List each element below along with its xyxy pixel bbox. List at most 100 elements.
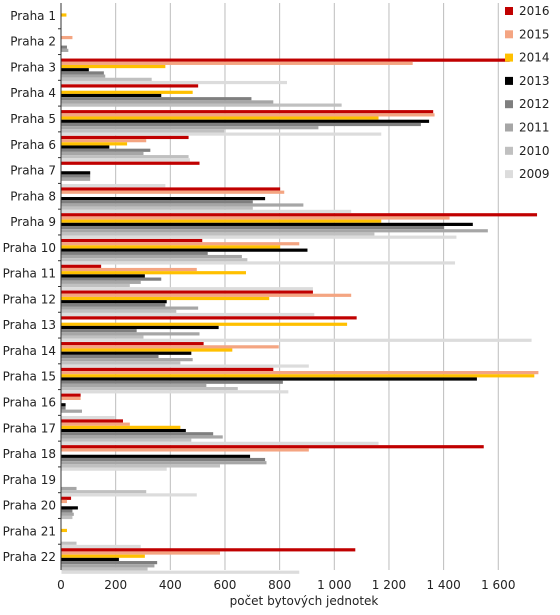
category-label: Praha 9 xyxy=(10,215,56,229)
bar xyxy=(61,158,190,162)
legend-swatch xyxy=(505,76,513,85)
bar xyxy=(61,126,319,130)
legend-swatch xyxy=(505,170,513,179)
bar xyxy=(61,171,91,175)
bar xyxy=(61,306,199,310)
legend-swatch xyxy=(505,53,513,62)
bar xyxy=(61,216,450,220)
category-labels: Praha 1 Praha 2 Praha 3 Praha 4 Praha 5 Praha… xyxy=(3,9,56,564)
category-label: Praha 13 xyxy=(3,318,56,332)
legend-swatch xyxy=(505,146,513,155)
category-label: Praha 22 xyxy=(3,550,56,564)
category-label: Praha 11 xyxy=(3,267,56,281)
x-tick-label: 0 xyxy=(57,578,65,592)
category-label: Praha 18 xyxy=(3,447,56,461)
bar xyxy=(61,129,225,133)
x-tick-label: 1 000 xyxy=(317,578,351,592)
category-label: Praha 20 xyxy=(3,499,56,513)
bar xyxy=(61,493,197,497)
bar xyxy=(61,564,155,568)
bar xyxy=(61,190,285,194)
bar xyxy=(61,264,102,268)
x-tick-label: 400 xyxy=(159,578,182,592)
bar xyxy=(61,528,67,533)
legend-label: 2015 xyxy=(519,27,550,41)
bar xyxy=(61,342,204,346)
x-tick-label: 1 200 xyxy=(372,578,406,592)
bar xyxy=(61,248,308,252)
bar xyxy=(61,258,248,262)
bar xyxy=(61,396,81,400)
bar xyxy=(61,71,104,75)
bar xyxy=(61,48,69,52)
bar xyxy=(61,206,253,210)
bar xyxy=(61,77,152,81)
bar xyxy=(61,377,477,381)
category-label: Praha 5 xyxy=(10,112,56,126)
bar xyxy=(61,374,535,378)
bar xyxy=(61,441,379,445)
bar xyxy=(61,387,238,391)
bar xyxy=(61,358,193,362)
category-label: Praha 10 xyxy=(3,241,56,255)
bar xyxy=(61,316,357,320)
bar xyxy=(61,174,91,178)
bar xyxy=(61,454,251,458)
bar xyxy=(61,283,130,288)
bar xyxy=(61,551,221,555)
legend-swatch xyxy=(505,123,513,132)
bar xyxy=(61,351,192,355)
bar xyxy=(61,293,352,297)
bar xyxy=(61,303,166,307)
bar xyxy=(61,177,91,181)
bar xyxy=(61,187,281,191)
bar xyxy=(61,512,74,516)
bar xyxy=(61,425,181,429)
bar xyxy=(61,509,73,513)
bar xyxy=(61,541,77,545)
category-label: Praha 14 xyxy=(3,344,56,358)
bar xyxy=(61,209,352,214)
bar xyxy=(61,254,242,259)
bar xyxy=(61,548,356,552)
bar xyxy=(61,132,382,136)
legend-label: 2016 xyxy=(519,4,550,18)
category-label: Praha 19 xyxy=(3,473,56,487)
bar xyxy=(61,338,532,342)
bar xyxy=(61,561,158,565)
bar xyxy=(61,432,214,436)
bar xyxy=(61,113,435,117)
category-label: Praha 15 xyxy=(3,370,56,384)
x-tick-label: 1 600 xyxy=(481,578,515,592)
bar xyxy=(61,267,197,272)
category-label: Praha 12 xyxy=(3,292,56,306)
x-tick-label: 800 xyxy=(268,578,291,592)
bar xyxy=(61,13,67,17)
legend-label: 2011 xyxy=(519,121,550,135)
legend-label: 2010 xyxy=(519,144,550,158)
bar xyxy=(61,110,434,114)
x-tick-label: 600 xyxy=(214,578,237,592)
bar xyxy=(61,290,313,294)
bar xyxy=(61,364,309,368)
bar xyxy=(61,139,147,143)
legend-swatch xyxy=(505,100,513,109)
bar xyxy=(61,371,539,375)
bar xyxy=(61,354,159,359)
bar xyxy=(61,332,200,336)
bar xyxy=(61,544,141,549)
bar xyxy=(61,90,193,94)
bar xyxy=(61,499,67,504)
bar xyxy=(61,335,144,339)
bar xyxy=(61,184,166,188)
bar xyxy=(61,457,266,462)
category-label: Praha 2 xyxy=(10,35,56,49)
bar xyxy=(61,515,73,520)
bar xyxy=(61,461,267,465)
bar xyxy=(61,464,221,468)
bar xyxy=(61,312,315,317)
bar xyxy=(61,261,456,265)
x-tick-labels: 0 200 400 600 800 1 000 1 200 1 400 1 600 xyxy=(57,578,515,592)
category-label: Praha 7 xyxy=(10,164,56,178)
